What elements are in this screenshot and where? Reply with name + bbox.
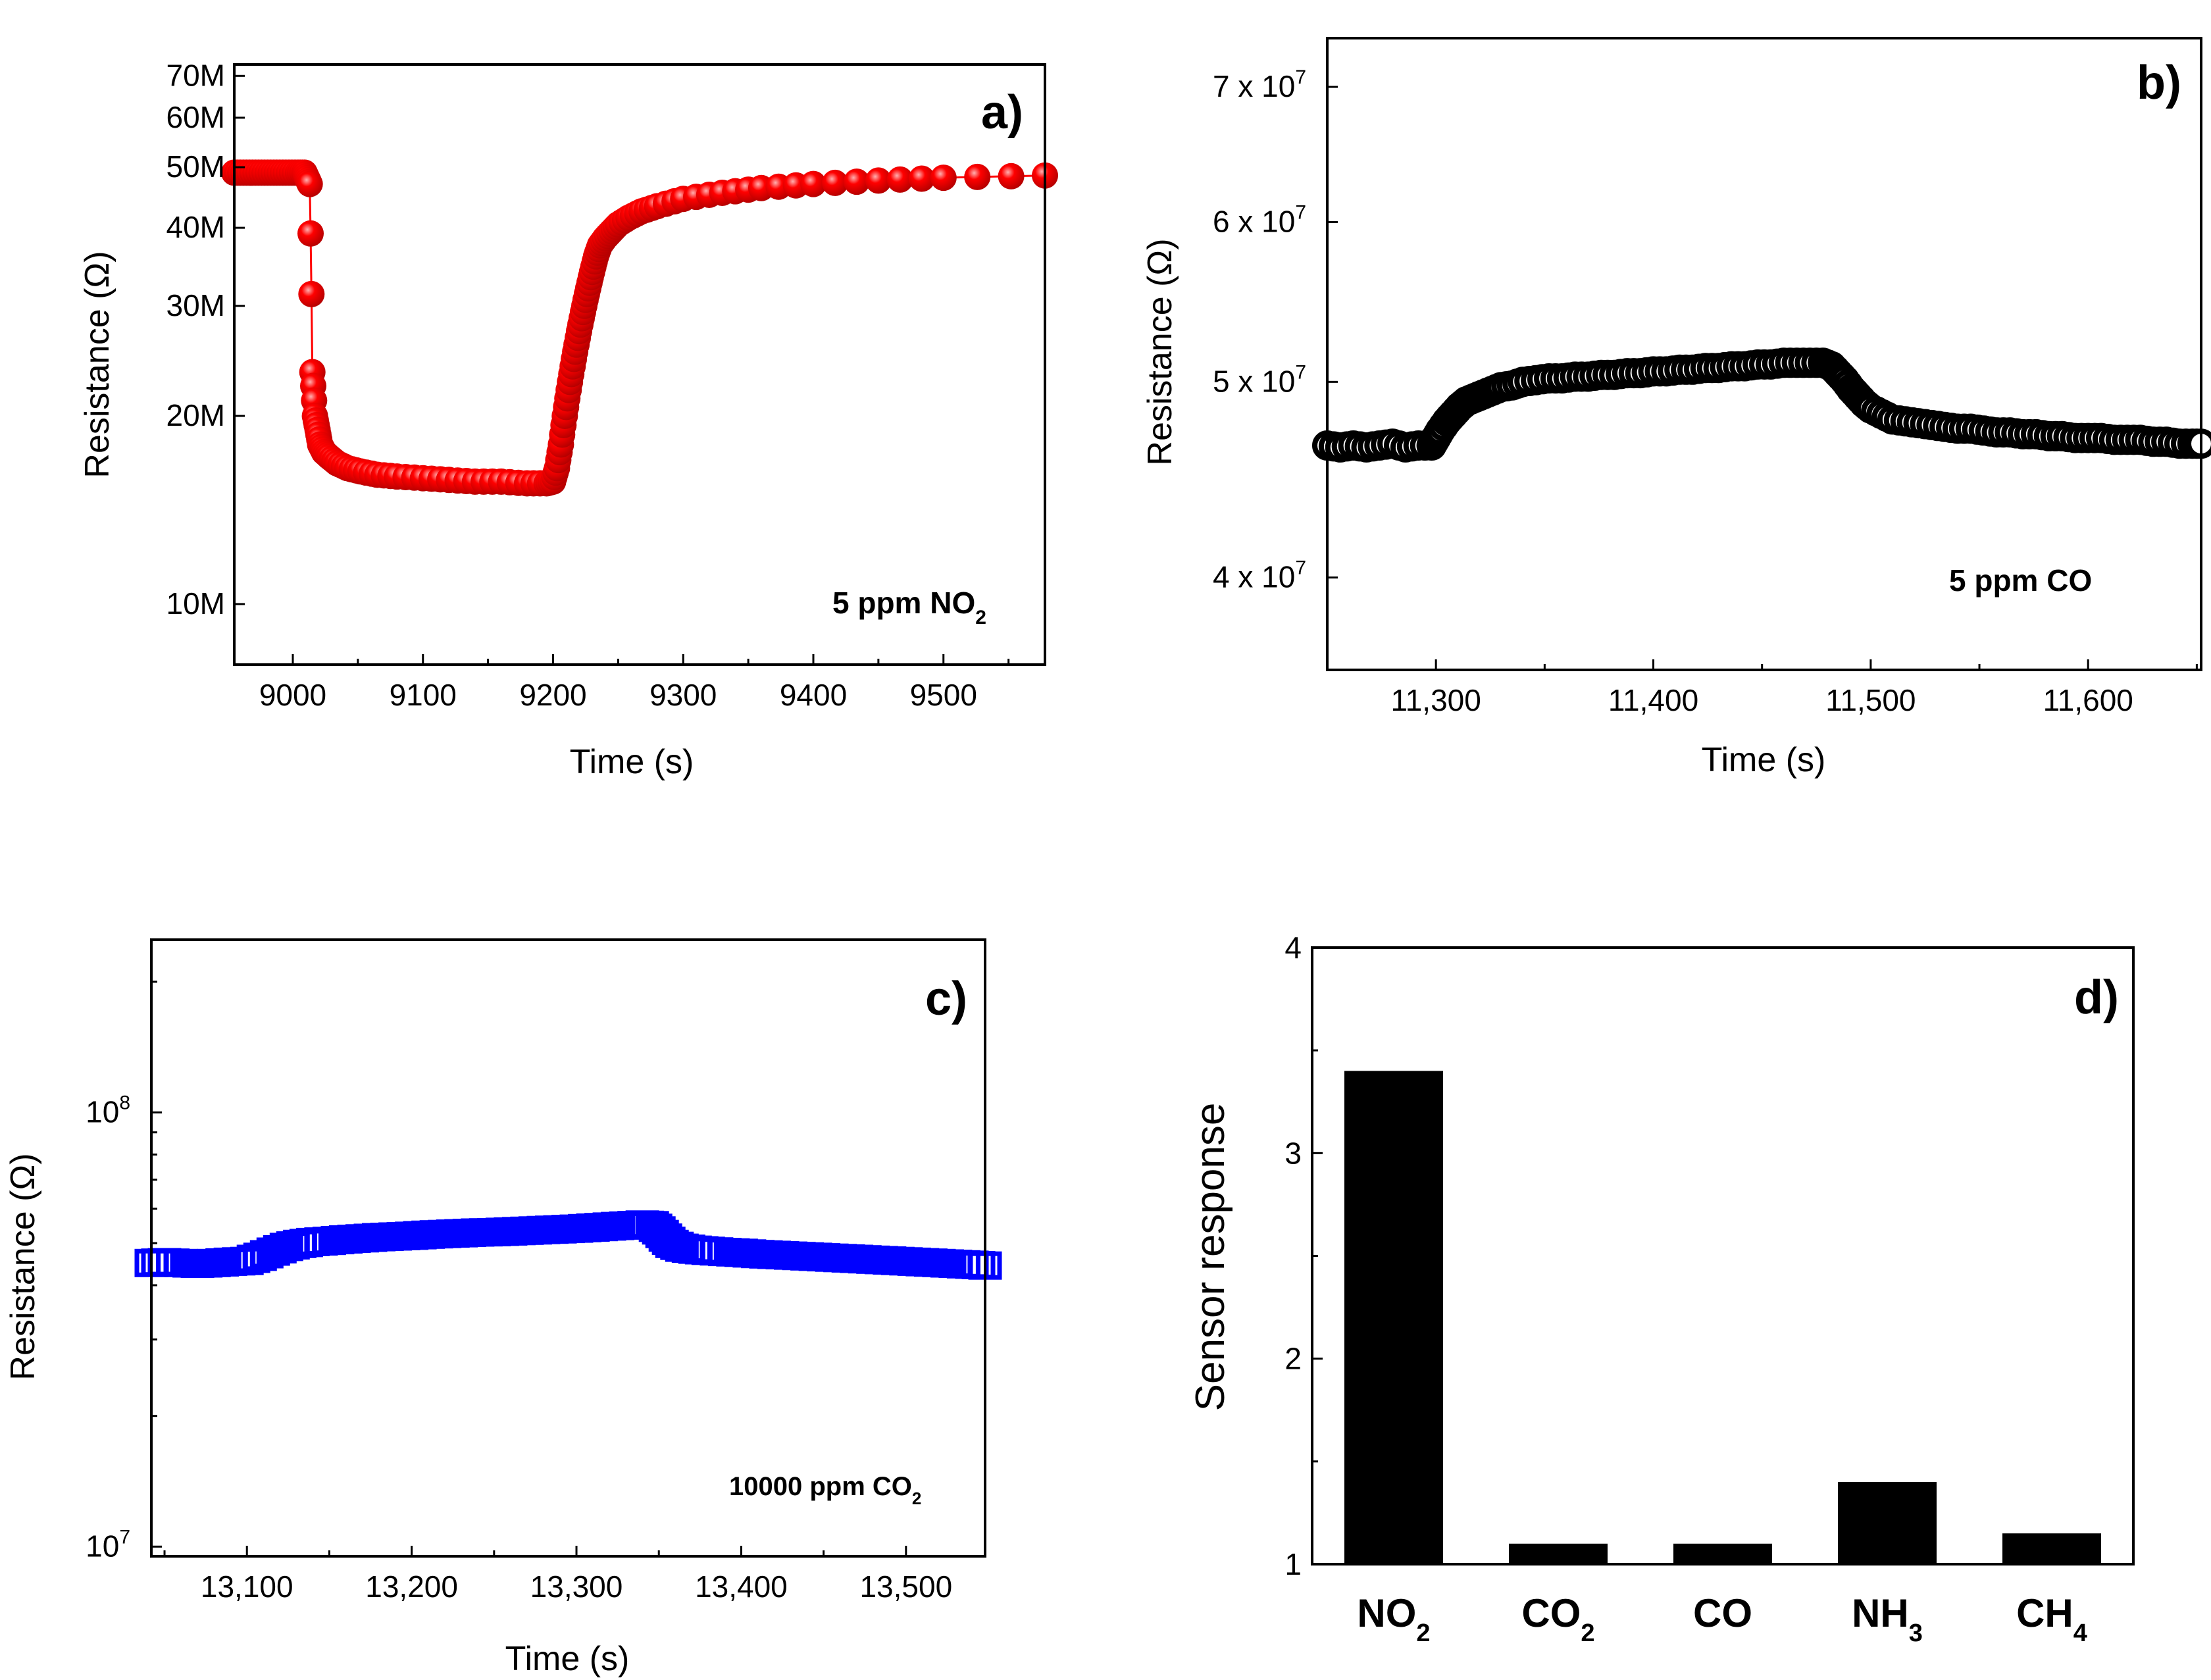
panel-d-ytick-label: 1 xyxy=(1284,1547,1302,1581)
panel-a-point xyxy=(964,163,991,190)
panel-b-ytick-label: 5 x 107 xyxy=(1213,361,1306,398)
panel-b-xtick-label: 11,500 xyxy=(1825,683,1916,717)
panel-d-ticks: NO2 CO2 CO NH3 CH4 1 2 3 4 xyxy=(1284,930,2087,1647)
panel-a-point xyxy=(908,165,935,192)
panel-d-ytick-label: 2 xyxy=(1284,1342,1302,1376)
panel-d-category-label: NH3 xyxy=(1852,1591,1923,1647)
panel-a-point xyxy=(998,163,1025,190)
panel-a-xtick-label: 9000 xyxy=(259,678,326,712)
panel-a: 9000 9100 9200 9300 9400 9500 10M 20M 30M 40M 50M 6… xyxy=(78,58,1058,781)
panel-b-ticks: 11,300 11,400 11,500 11,600 4 x 107 5 x 107 6 … xyxy=(1213,66,2198,717)
panel-c-xtick-label: 13,400 xyxy=(695,1569,788,1604)
panel-a-point xyxy=(843,168,870,195)
panel-a-ytick-label: 70M xyxy=(166,58,225,92)
panel-d-category-label: CH4 xyxy=(2016,1591,2087,1647)
panel-a-xtick-label: 9400 xyxy=(780,678,847,712)
panel-c-xtick-label: 13,500 xyxy=(859,1569,952,1604)
panel-a-ytick-label: 50M xyxy=(166,149,225,184)
panel-d-ytick-label: 4 xyxy=(1284,930,1302,965)
panel-a-ytick-label: 10M xyxy=(166,586,225,621)
panel-c-annotation: 10000 ppm CO2 xyxy=(729,1472,921,1508)
panel-d-category-label: CO xyxy=(1693,1591,1752,1635)
panel-d-ytick-label: 3 xyxy=(1284,1136,1302,1170)
panel-a-xtick-label: 9200 xyxy=(519,678,586,712)
panel-a-xtick-label: 9500 xyxy=(910,678,977,712)
panel-b-annotation: 5 ppm CO xyxy=(1949,563,2092,598)
panel-b-xlabel: Time (s) xyxy=(1702,741,1826,779)
panel-c-frame xyxy=(150,938,986,1558)
panel-b-xtick-label: 11,600 xyxy=(2043,683,2133,717)
panel-a-ylabel: Resistance (Ω) xyxy=(78,251,116,478)
panel-d-series xyxy=(1344,1071,2101,1564)
panel-c-label: c) xyxy=(925,973,967,1025)
panel-a-point xyxy=(800,170,826,197)
panel-a-xlabel: Time (s) xyxy=(570,743,694,781)
panel-a-point xyxy=(298,280,325,307)
panel-c-xlabel: Time (s) xyxy=(505,1640,630,1678)
panel-b-series xyxy=(1312,347,2211,463)
panel-c-ytick-label: 107 xyxy=(86,1526,130,1563)
panel-a-point xyxy=(930,165,957,191)
panel-a-ytick-label: 60M xyxy=(166,100,225,134)
panel-a-label: a) xyxy=(981,86,1023,139)
panel-c-xtick-label: 13,100 xyxy=(201,1569,293,1604)
panel-c-series xyxy=(134,1210,1002,1280)
panel-b-xtick-label: 11,300 xyxy=(1391,683,1481,717)
panel-a-xtick-label: 9300 xyxy=(649,678,717,712)
panel-b-xtick-label: 11,400 xyxy=(1608,683,1698,717)
panel-d-bar xyxy=(1838,1482,1937,1564)
panel-c-xtick-label: 13,300 xyxy=(530,1569,623,1604)
panel-a-series xyxy=(221,159,1058,497)
panel-a-point xyxy=(822,169,848,196)
panel-a-annotation: 5 ppm NO2 xyxy=(832,586,986,628)
panel-d-category-label: NO2 xyxy=(1357,1591,1430,1647)
panel-d-ylabel: Sensor response xyxy=(1188,1103,1233,1412)
panel-a-point xyxy=(297,220,324,247)
panel-b-ylabel: Resistance (Ω) xyxy=(1141,238,1179,465)
panel-c-ylabel: Resistance (Ω) xyxy=(4,1153,42,1380)
panel-b-ytick-label: 6 x 107 xyxy=(1213,201,1306,238)
panel-a-xtick-label: 9100 xyxy=(390,678,457,712)
panel-a-point xyxy=(865,167,892,194)
panel-d-bar xyxy=(1344,1071,1443,1564)
panel-a-ticks: 9000 9100 9200 9300 9400 9500 10M 20M 30M 40M 50M 6… xyxy=(166,58,1010,712)
panel-b-ytick-label: 4 x 107 xyxy=(1213,557,1306,594)
panel-c-xtick-label: 13,200 xyxy=(365,1569,458,1604)
panel-a-point xyxy=(886,166,913,193)
panel-d: NO2 CO2 CO NH3 CH4 1 2 3 4 d) Sensor response xyxy=(1188,930,2135,1647)
panel-c-ticks: 13,100 13,200 13,300 13,400 13,500 107 108 xyxy=(86,980,952,1604)
panel-b-label: b) xyxy=(2137,57,2181,109)
panel-b-ytick-label: 7 x 107 xyxy=(1213,66,1306,103)
panel-a-frame xyxy=(233,63,1046,666)
panel-d-label: d) xyxy=(2074,971,2119,1024)
panel-c-ytick-label: 108 xyxy=(86,1092,130,1129)
panel-a-point xyxy=(296,170,323,197)
panel-a-ytick-label: 30M xyxy=(166,288,225,322)
panel-d-category-label: CO2 xyxy=(1521,1591,1594,1647)
panel-b: 11,300 11,400 11,500 11,600 4 x 107 5 x 107 6 … xyxy=(1141,37,2211,779)
panel-b-frame xyxy=(1326,37,2202,671)
panel-a-ytick-label: 40M xyxy=(166,210,225,244)
panel-a-ytick-label: 20M xyxy=(166,398,225,432)
